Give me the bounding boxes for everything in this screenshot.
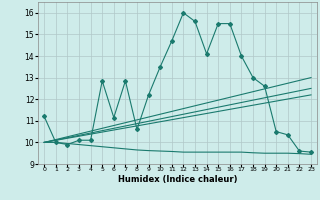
X-axis label: Humidex (Indice chaleur): Humidex (Indice chaleur) [118,175,237,184]
